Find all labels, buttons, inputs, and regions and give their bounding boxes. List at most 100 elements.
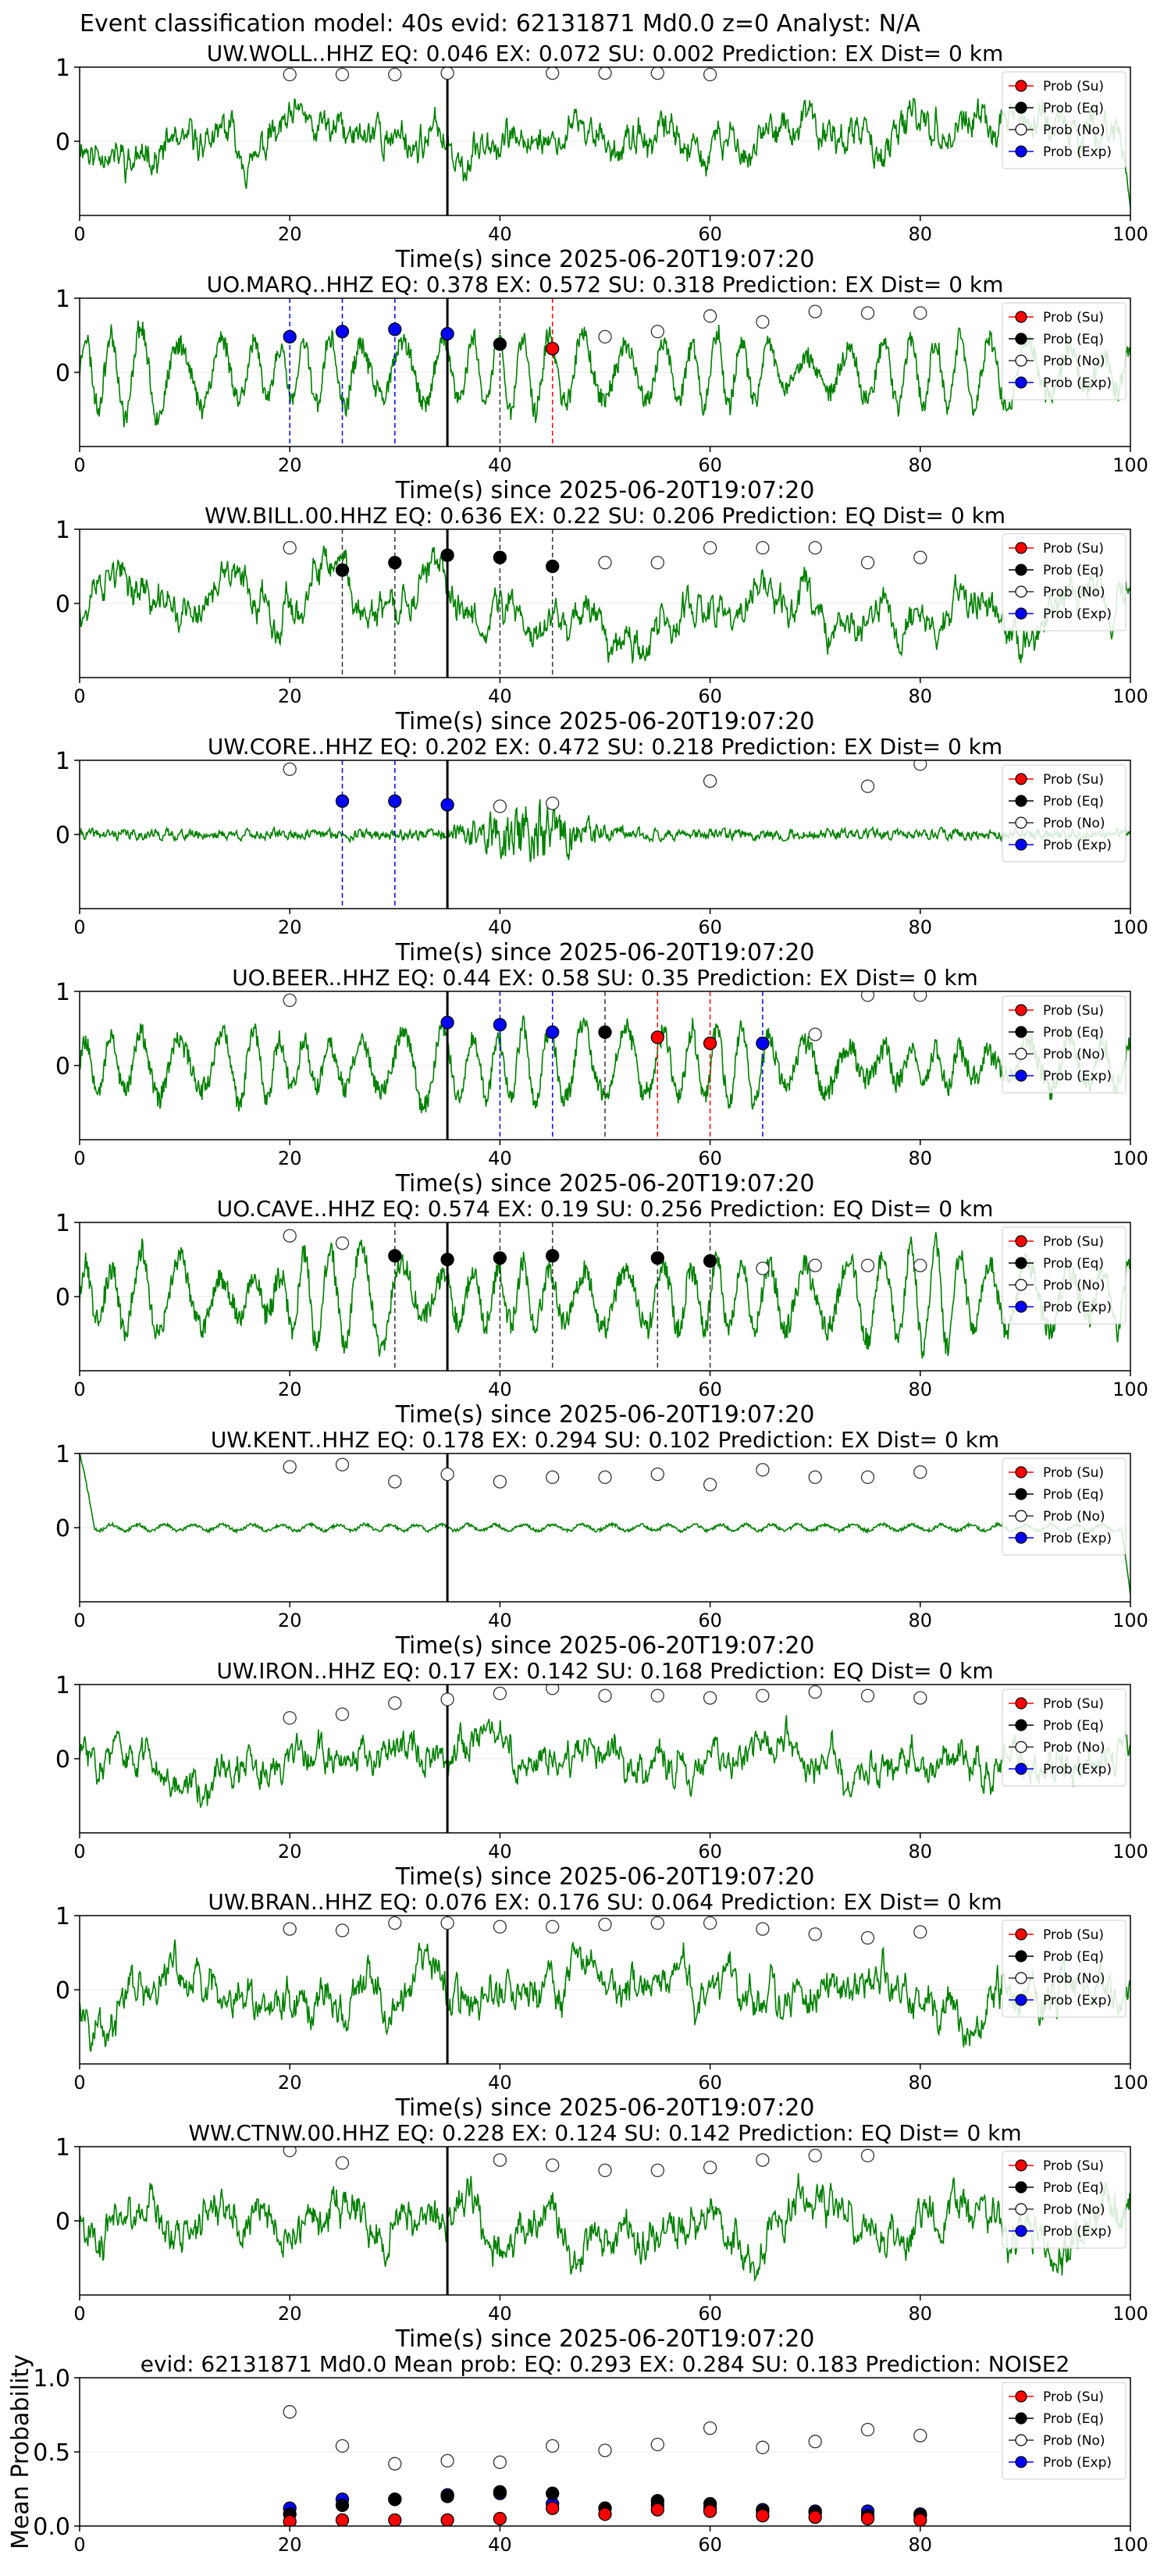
panel-3: WW.BILL.00.HHZ EQ: 0.636 EX: 0.22 SU: 0.…: [55, 503, 1148, 735]
x-tick-label: 60: [698, 1147, 722, 1169]
x-tick-label: 60: [698, 1379, 722, 1400]
prob-marker-no: [913, 991, 927, 1002]
y-tick-label: 1: [55, 748, 70, 775]
plot-content: [80, 760, 1130, 909]
x-tick-label: 60: [698, 2534, 722, 2556]
y-tick-label: 0: [55, 1284, 70, 1311]
legend-marker-no: [1015, 123, 1027, 136]
prob-marker-no: [860, 1930, 875, 1945]
legend: Prob (Su) Prob (Eq) Prob (No) Prob (Exp): [1002, 1457, 1127, 1556]
panel-4: UW.CORE..HHZ EQ: 0.202 EX: 0.472 SU: 0.2…: [55, 734, 1148, 966]
prob-marker-no: [493, 1475, 507, 1489]
legend: Prob (Su) Prob (Eq) Prob (No) Prob (Exp): [1002, 2382, 1127, 2480]
prob-marker-no: [860, 306, 875, 320]
prob-marker-eq: [703, 1254, 717, 1268]
prob-marker-no: [283, 541, 297, 555]
legend-box: [1002, 2151, 1127, 2249]
legend-box: [1002, 1226, 1127, 1325]
legend-label: Prob (Exp): [1043, 2455, 1112, 2471]
x-tick-label: 0: [73, 1379, 85, 1400]
prob-marker-no: [808, 2148, 822, 2163]
mean-prob-point-no: [808, 2435, 822, 2449]
prob-marker-no: [335, 1457, 350, 1471]
panel-title: WW.BILL.00.HHZ EQ: 0.636 EX: 0.22 SU: 0.…: [205, 503, 1005, 528]
prob-marker-no: [546, 796, 560, 810]
panel-title: evid: 62131871 Md0.0 Mean prob: EQ: 0.29…: [141, 2351, 1070, 2377]
prob-marker-no: [860, 991, 875, 1002]
panel-1: UW.WOLL..HHZ EQ: 0.046 EX: 0.072 SU: 0.0…: [55, 41, 1148, 273]
x-tick-label: 0: [73, 454, 85, 476]
x-tick-label: 80: [909, 1379, 933, 1400]
mean-prob-point-su: [598, 2507, 612, 2521]
mean-prob-point-su: [913, 2513, 927, 2526]
x-tick-label: 20: [278, 1841, 302, 1863]
mean-prob-point-eq: [335, 2498, 350, 2513]
x-tick-label: 100: [1112, 1147, 1148, 1169]
panel-7: UW.KENT..HHZ EQ: 0.178 EX: 0.294 SU: 0.1…: [55, 1427, 1148, 1660]
legend-marker-exp: [1015, 607, 1027, 620]
legend-label: Prob (Exp): [1043, 1300, 1112, 1315]
prob-marker-no: [650, 1916, 664, 1930]
legend: Prob (Su) Prob (Eq) Prob (No) Prob (Exp): [1002, 533, 1127, 632]
prob-marker-no: [283, 993, 297, 1008]
x-tick-label: 100: [1112, 2534, 1148, 2556]
legend-label: Prob (Exp): [1043, 1531, 1112, 1546]
y-tick-label: 0: [55, 591, 70, 618]
x-tick-label: 60: [698, 1841, 722, 1863]
prob-marker-no: [546, 1470, 560, 1485]
prob-marker-no: [913, 1465, 927, 1479]
legend-label: Prob (No): [1043, 2433, 1105, 2449]
legend-marker-su: [1015, 311, 1027, 323]
waveform-trace: [80, 320, 1130, 428]
prob-marker-eq: [650, 1251, 664, 1265]
legend-marker-eq: [1015, 1257, 1027, 1269]
panel-title: UW.WOLL..HHZ EQ: 0.046 EX: 0.072 SU: 0.0…: [207, 41, 1004, 66]
prob-marker-no: [283, 1711, 297, 1725]
legend-label: Prob (No): [1043, 585, 1105, 600]
prob-marker-no: [703, 67, 717, 82]
legend-marker-no: [1015, 1741, 1027, 1753]
x-tick-label: 100: [1112, 916, 1148, 938]
prob-marker-no: [703, 1916, 717, 1930]
x-tick-label: 0: [73, 1147, 85, 1169]
prob-marker-eq: [335, 563, 350, 577]
legend-label: Prob (Eq): [1043, 1718, 1104, 1734]
prob-marker-no: [703, 2160, 717, 2175]
legend-label: Prob (Su): [1043, 1234, 1104, 1250]
prob-marker-no: [546, 1920, 560, 1934]
mean-prob-point-eq: [440, 2489, 454, 2503]
prob-marker-no: [546, 67, 560, 80]
legend-label: Prob (Eq): [1043, 1949, 1104, 1965]
prob-marker-no: [598, 556, 612, 570]
x-tick-label: 60: [698, 454, 722, 476]
prob-marker-exp: [335, 794, 350, 808]
panel-title: UO.MARQ..HHZ EQ: 0.378 EX: 0.572 SU: 0.3…: [207, 272, 1004, 297]
mean-prob-point-no: [703, 2421, 717, 2435]
prob-marker-exp: [283, 329, 297, 344]
legend-marker-su: [1015, 2390, 1027, 2403]
prob-marker-no: [598, 2163, 612, 2178]
legend-label: Prob (Eq): [1043, 794, 1104, 809]
legend-marker-eq: [1015, 1719, 1027, 1731]
y-tick-label: 0: [55, 360, 70, 387]
y-tick-label: 1: [55, 1672, 70, 1699]
legend-marker-eq: [1015, 795, 1027, 807]
legend-box: [1002, 995, 1127, 1094]
prob-marker-no: [808, 1685, 822, 1699]
prob-marker-no: [703, 1478, 717, 1492]
mean-prob-point-no: [650, 2437, 664, 2452]
prob-marker-no: [913, 1691, 927, 1705]
panel-8: UW.IRON..HHZ EQ: 0.17 EX: 0.142 SU: 0.16…: [55, 1658, 1148, 1891]
plot-content: [80, 1916, 1130, 2064]
legend-box: [1002, 533, 1127, 632]
x-tick-label: 100: [1112, 685, 1148, 707]
prob-marker-no: [388, 1916, 402, 1930]
prob-marker-no: [650, 67, 664, 80]
legend-label: Prob (Su): [1043, 2158, 1104, 2174]
prob-marker-eq: [493, 337, 507, 351]
x-tick-label: 0: [73, 916, 85, 938]
x-tick-label: 100: [1112, 223, 1148, 245]
prob-marker-no: [598, 1470, 612, 1485]
panel-title: UO.CAVE..HHZ EQ: 0.574 EX: 0.19 SU: 0.25…: [217, 1196, 994, 1222]
legend-marker-no: [1015, 2434, 1027, 2446]
